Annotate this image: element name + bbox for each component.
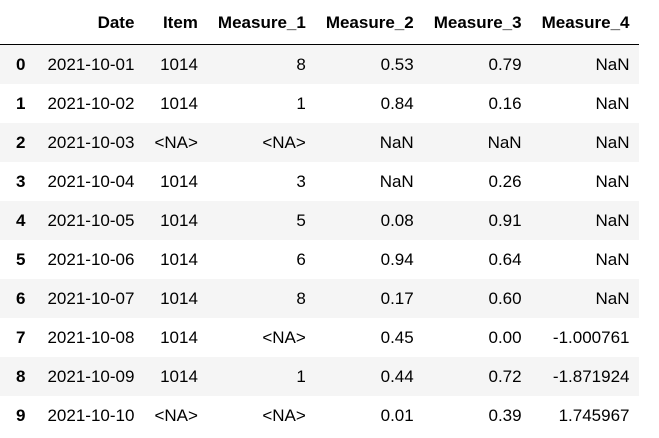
table-cell: 2021-10-01 [47,55,135,74]
table-cell: 0.17 [380,289,414,308]
row-index: 7 [16,328,26,347]
table-cell: <NA> [262,406,306,425]
table-cell: NaN [379,133,414,152]
table-cell: 0.64 [488,250,522,269]
table-cell: 0.53 [380,55,414,74]
column-header-measure_1: Measure_1 [207,0,316,45]
table-cell: 2021-10-09 [47,367,135,386]
table-cell: 1014 [160,172,198,191]
table-cell: <NA> [154,406,198,425]
table-cell: 2021-10-02 [47,94,135,113]
table-row: 3 2021-10-04 1014 3 NaN 0.26 NaN [0,162,640,201]
table-cell: 1 [296,94,306,113]
table-cell: 0.94 [380,250,414,269]
table-cell: NaN [595,211,630,230]
table-cell: 1014 [160,250,198,269]
table-cell: -1.871924 [552,367,630,386]
table-cell: 2021-10-08 [47,328,135,347]
table-cell: 0.44 [380,367,414,386]
table-cell: 1014 [160,211,198,230]
row-index: 4 [16,211,26,230]
row-index: 9 [16,406,26,425]
table-cell: 2021-10-10 [47,406,135,425]
table-cell: NaN [595,55,630,74]
table-row: 8 2021-10-09 1014 1 0.44 0.72 -1.871924 [0,357,640,396]
table-cell: NaN [595,94,630,113]
table-cell: 5 [296,211,306,230]
table-cell: 8 [296,289,306,308]
table-cell: 0.01 [380,406,414,425]
table-cell: 0.39 [488,406,522,425]
table-cell: 3 [296,172,306,191]
table-cell: 1.745967 [558,406,630,425]
row-index: 6 [16,289,26,308]
table-cell: -1.000761 [552,328,630,347]
table-cell: 1014 [160,367,198,386]
table-cell: NaN [595,289,630,308]
table-cell: 6 [296,250,306,269]
table-cell: 2021-10-06 [47,250,135,269]
table-cell: NaN [379,172,414,191]
dataframe-header: Date Item Measure_1 Measure_2 Measure_3 Measu… [0,0,640,45]
table-cell: 2021-10-03 [47,133,135,152]
table-cell: 2021-10-04 [47,172,135,191]
column-header-item: Item [144,0,208,45]
table-cell: 2021-10-05 [47,211,135,230]
column-header-date: Date [37,0,145,45]
row-index: 1 [16,94,26,113]
column-header-measure_2: Measure_2 [315,0,424,45]
table-cell: 2021-10-07 [47,289,135,308]
table-cell: NaN [595,172,630,191]
row-index: 2 [16,133,26,152]
table-cell: 1014 [160,289,198,308]
column-header-measure_3: Measure_3 [423,0,532,45]
table-cell: 0.45 [380,328,414,347]
table-row: 0 2021-10-01 1014 8 0.53 0.79 NaN [0,44,640,84]
table-row: 7 2021-10-08 1014 <NA> 0.45 0.00 -1.000761 [0,318,640,357]
table-cell: 0.84 [380,94,414,113]
table-row: 4 2021-10-05 1014 5 0.08 0.91 NaN [0,201,640,240]
row-index: 0 [16,55,26,74]
table-cell: NaN [595,250,630,269]
table-cell: 0.72 [488,367,522,386]
index-column-header [0,0,38,45]
dataframe-body: 0 2021-10-01 1014 8 0.53 0.79 NaN 1 2021-10-02 10… [0,44,640,435]
column-header-measure_4: Measure_4 [531,0,640,45]
table-cell: 0.16 [488,94,522,113]
table-cell: <NA> [262,133,306,152]
table-row: 2 2021-10-03 <NA> <NA> NaN NaN NaN [0,123,640,162]
table-cell: 1014 [160,94,198,113]
row-index: 5 [16,250,26,269]
table-cell: 0.08 [380,211,414,230]
table-cell: NaN [487,133,522,152]
table-cell: 8 [296,55,306,74]
table-row: 6 2021-10-07 1014 8 0.17 0.60 NaN [0,279,640,318]
table-cell: NaN [595,133,630,152]
table-cell: <NA> [154,133,198,152]
table-row: 1 2021-10-02 1014 1 0.84 0.16 NaN [0,84,640,123]
table-cell: <NA> [262,328,306,347]
row-index: 8 [16,367,26,386]
header-row: Date Item Measure_1 Measure_2 Measure_3 Measu… [0,0,640,45]
table-row: 9 2021-10-10 <NA> <NA> 0.01 0.39 1.745967 [0,396,640,435]
table-cell: 0.26 [488,172,522,191]
table-cell: 1014 [160,55,198,74]
table-cell: 0.79 [488,55,522,74]
dataframe-table: Date Item Measure_1 Measure_2 Measure_3 Measu… [0,0,640,435]
table-row: 5 2021-10-06 1014 6 0.94 0.64 NaN [0,240,640,279]
table-cell: 0.60 [488,289,522,308]
table-cell: 0.00 [488,328,522,347]
row-index: 3 [16,172,26,191]
table-cell: 1014 [160,328,198,347]
table-cell: 1 [296,367,306,386]
table-cell: 0.91 [488,211,522,230]
